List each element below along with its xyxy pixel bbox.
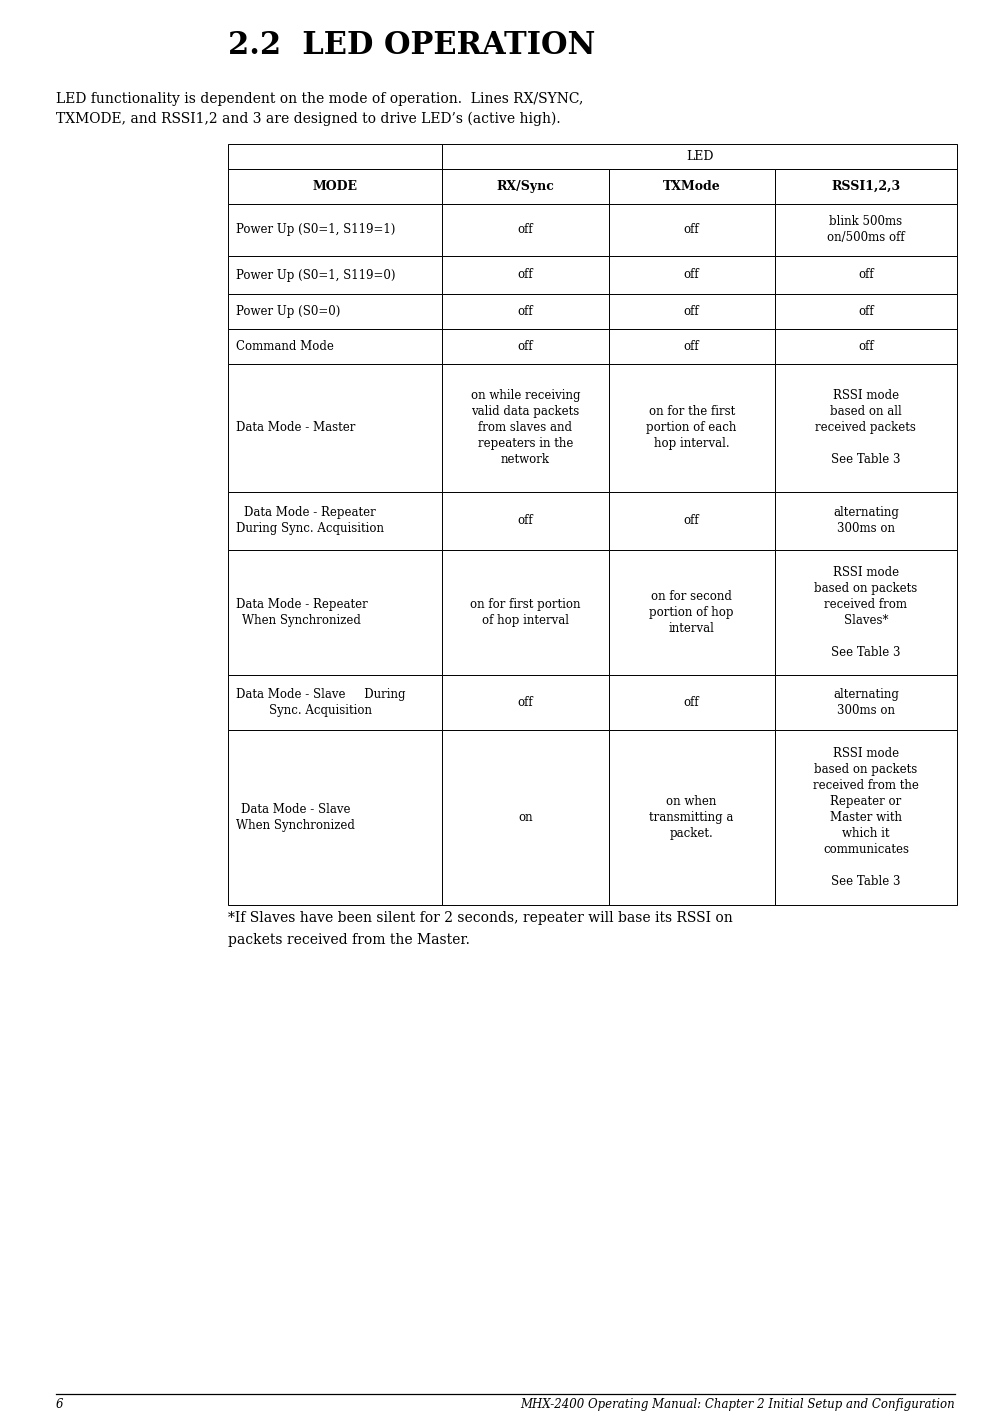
Text: 6: 6 bbox=[56, 1398, 64, 1410]
Bar bbox=[442, 364, 608, 491]
Text: Data Mode - Repeater
During Sync. Acquisition: Data Mode - Repeater During Sync. Acquis… bbox=[236, 507, 384, 535]
Bar bbox=[228, 549, 442, 675]
Bar bbox=[608, 329, 775, 364]
Bar bbox=[442, 549, 608, 675]
Text: off: off bbox=[684, 514, 699, 528]
Bar bbox=[775, 731, 957, 905]
Bar bbox=[228, 204, 442, 256]
Text: off: off bbox=[684, 269, 699, 282]
Bar bbox=[442, 731, 608, 905]
Bar bbox=[608, 295, 775, 329]
Bar bbox=[608, 204, 775, 256]
Bar bbox=[442, 491, 608, 549]
Bar bbox=[228, 491, 442, 549]
Text: off: off bbox=[858, 269, 874, 282]
Bar bbox=[442, 144, 957, 169]
Bar bbox=[442, 329, 608, 364]
Text: off: off bbox=[858, 304, 874, 319]
Text: alternating
300ms on: alternating 300ms on bbox=[833, 507, 899, 535]
Text: MHX-2400 Operating Manual: Chapter 2 Initial Setup and Configuration: MHX-2400 Operating Manual: Chapter 2 Ini… bbox=[520, 1398, 955, 1410]
Text: off: off bbox=[684, 697, 699, 709]
Bar bbox=[775, 295, 957, 329]
Text: on for the first
portion of each
hop interval.: on for the first portion of each hop int… bbox=[646, 405, 737, 450]
Bar bbox=[442, 295, 608, 329]
Text: RSSI mode
based on packets
received from the
Repeater or
Master with
which it
co: RSSI mode based on packets received from… bbox=[813, 748, 919, 888]
Bar bbox=[608, 169, 775, 204]
Bar bbox=[608, 491, 775, 549]
Text: Data Mode - Repeater
When Synchronized: Data Mode - Repeater When Synchronized bbox=[236, 598, 368, 627]
Text: RSSI mode
based on packets
received from
Slaves*

See Table 3: RSSI mode based on packets received from… bbox=[814, 566, 917, 658]
Text: LED functionality is dependent on the mode of operation.  Lines RX/SYNC,: LED functionality is dependent on the mo… bbox=[56, 92, 584, 106]
Bar bbox=[775, 329, 957, 364]
Text: RSSI mode
based on all
received packets

See Table 3: RSSI mode based on all received packets … bbox=[815, 389, 916, 466]
Text: off: off bbox=[518, 697, 534, 709]
Text: on for second
portion of hop
interval: on for second portion of hop interval bbox=[649, 590, 734, 634]
Bar bbox=[228, 731, 442, 905]
Bar bbox=[228, 144, 442, 169]
Text: off: off bbox=[518, 340, 534, 353]
Text: off: off bbox=[518, 224, 534, 236]
Bar bbox=[442, 204, 608, 256]
Text: LED: LED bbox=[686, 150, 713, 163]
Text: TXMODE, and RSSI1,2 and 3 are designed to drive LED’s (active high).: TXMODE, and RSSI1,2 and 3 are designed t… bbox=[56, 112, 560, 126]
Text: off: off bbox=[518, 514, 534, 528]
Bar bbox=[775, 204, 957, 256]
Bar bbox=[608, 364, 775, 491]
Bar bbox=[442, 169, 608, 204]
Text: off: off bbox=[684, 224, 699, 236]
Bar bbox=[228, 329, 442, 364]
Bar bbox=[775, 549, 957, 675]
Bar bbox=[228, 169, 442, 204]
Text: Data Mode - Slave     During
Sync. Acquisition: Data Mode - Slave During Sync. Acquisiti… bbox=[236, 688, 405, 716]
Bar bbox=[775, 675, 957, 731]
Bar bbox=[775, 169, 957, 204]
Text: RSSI1,2,3: RSSI1,2,3 bbox=[831, 180, 901, 193]
Bar bbox=[608, 731, 775, 905]
Text: on while receiving
valid data packets
from slaves and
repeaters in the
network: on while receiving valid data packets fr… bbox=[471, 389, 580, 466]
Text: alternating
300ms on: alternating 300ms on bbox=[833, 688, 899, 716]
Text: off: off bbox=[684, 340, 699, 353]
Text: 2.2  LED OPERATION: 2.2 LED OPERATION bbox=[228, 30, 595, 61]
Text: Data Mode - Master: Data Mode - Master bbox=[236, 422, 355, 435]
Text: MODE: MODE bbox=[313, 180, 358, 193]
Bar bbox=[442, 256, 608, 295]
Text: Data Mode - Slave
When Synchronized: Data Mode - Slave When Synchronized bbox=[236, 803, 355, 833]
Text: on when
transmitting a
packet.: on when transmitting a packet. bbox=[649, 794, 734, 840]
Bar bbox=[775, 364, 957, 491]
Bar bbox=[442, 675, 608, 731]
Text: *If Slaves have been silent for 2 seconds, repeater will base its RSSI on: *If Slaves have been silent for 2 second… bbox=[228, 910, 733, 925]
Text: RX/Sync: RX/Sync bbox=[496, 180, 554, 193]
Bar bbox=[228, 295, 442, 329]
Bar bbox=[228, 675, 442, 731]
Bar bbox=[608, 256, 775, 295]
Bar bbox=[608, 675, 775, 731]
Bar bbox=[775, 256, 957, 295]
Bar bbox=[228, 256, 442, 295]
Bar bbox=[775, 491, 957, 549]
Text: blink 500ms
on/500ms off: blink 500ms on/500ms off bbox=[827, 215, 904, 245]
Text: packets received from the Master.: packets received from the Master. bbox=[228, 933, 470, 947]
Text: Command Mode: Command Mode bbox=[236, 340, 334, 353]
Text: off: off bbox=[518, 269, 534, 282]
Bar bbox=[228, 364, 442, 491]
Text: TXMode: TXMode bbox=[663, 180, 720, 193]
Text: Power Up (S0=1, S119=1): Power Up (S0=1, S119=1) bbox=[236, 224, 395, 236]
Text: Power Up (S0=0): Power Up (S0=0) bbox=[236, 304, 340, 319]
Text: off: off bbox=[518, 304, 534, 319]
Text: on: on bbox=[518, 811, 533, 824]
Text: off: off bbox=[684, 304, 699, 319]
Text: off: off bbox=[858, 340, 874, 353]
Text: on for first portion
of hop interval: on for first portion of hop interval bbox=[470, 598, 581, 627]
Bar bbox=[608, 549, 775, 675]
Text: Power Up (S0=1, S119=0): Power Up (S0=1, S119=0) bbox=[236, 269, 395, 282]
